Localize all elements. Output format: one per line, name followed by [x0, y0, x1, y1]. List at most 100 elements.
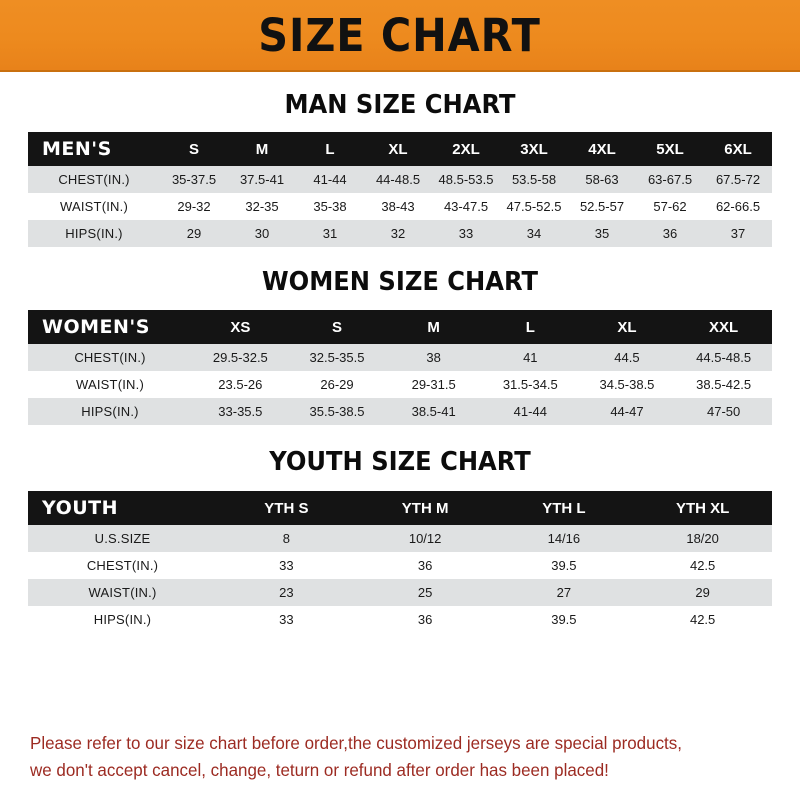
women-chest-0: 29.5-32.5 [192, 344, 289, 371]
man-chest-2: 41-44 [296, 166, 364, 193]
man-chest-0: 35-37.5 [160, 166, 228, 193]
women-chest-1: 32.5-35.5 [288, 344, 386, 371]
table-row: CHEST(IN.) 35-37.5 37.5-41 41-44 44-48.5… [28, 166, 772, 193]
table-row: WAIST(IN.) 23.5-26 26-29 29-31.5 31.5-34… [28, 371, 772, 398]
women-header-row: WOMEN'S XS S M L XL XXL [28, 310, 772, 344]
table-row: WAIST(IN.) 23 25 27 29 [28, 579, 772, 606]
youth-hips-3: 42.5 [633, 606, 772, 633]
man-hips-8: 37 [704, 220, 772, 247]
women-header-label: WOMEN'S [28, 310, 192, 344]
women-waist-2: 29-31.5 [385, 371, 482, 398]
man-waist-8: 62-66.5 [704, 193, 772, 220]
man-row-label-hips: HIPS(IN.) [28, 220, 160, 247]
table-row: HIPS(IN.) 29 30 31 32 33 34 35 36 37 [28, 220, 772, 247]
section-title-youth: YOUTH SIZE CHART [269, 447, 531, 477]
youth-header-row: YOUTH YTH S YTH M YTH L YTH XL [28, 491, 772, 525]
man-size-col-7: 5XL [636, 132, 704, 166]
women-size-col-5: XXL [675, 310, 772, 344]
youth-chest-1: 36 [355, 552, 495, 579]
youth-waist-0: 23 [217, 579, 356, 606]
youth-table-wrapper: YOUTH YTH S YTH M YTH L YTH XL U.S.SIZE … [28, 491, 772, 633]
youth-waist-1: 25 [355, 579, 495, 606]
women-hips-1: 35.5-38.5 [288, 398, 386, 425]
youth-ussize-2: 14/16 [494, 525, 634, 552]
women-waist-4: 34.5-38.5 [578, 371, 676, 398]
women-row-label-chest: CHEST(IN.) [28, 344, 192, 371]
table-row: CHEST(IN.) 33 36 39.5 42.5 [28, 552, 772, 579]
youth-chest-3: 42.5 [633, 552, 772, 579]
man-row-label-chest: CHEST(IN.) [28, 166, 160, 193]
women-size-col-0: XS [192, 310, 289, 344]
women-row-label-hips: HIPS(IN.) [28, 398, 192, 425]
man-table-wrapper: MEN'S S M L XL 2XL 3XL 4XL 5XL 6XL CHEST… [28, 132, 772, 247]
order-policy-note: Please refer to our size chart before or… [30, 730, 756, 784]
man-chest-4: 48.5-53.5 [432, 166, 500, 193]
women-size-table: WOMEN'S XS S M L XL XXL CHEST(IN.) 29.5-… [28, 310, 772, 425]
women-table-wrapper: WOMEN'S XS S M L XL XXL CHEST(IN.) 29.5-… [28, 310, 772, 425]
man-waist-0: 29-32 [160, 193, 228, 220]
youth-row-label-waist: WAIST(IN.) [28, 579, 217, 606]
women-waist-0: 23.5-26 [192, 371, 289, 398]
man-waist-5: 47.5-52.5 [500, 193, 568, 220]
women-waist-1: 26-29 [288, 371, 386, 398]
man-size-col-2: L [296, 132, 364, 166]
section-title-women: WOMEN SIZE CHART [261, 267, 539, 297]
order-policy-note-line-2: we don't accept cancel, change, teturn o… [30, 759, 609, 780]
youth-table-body: YOUTH YTH S YTH M YTH L YTH XL U.S.SIZE … [28, 491, 772, 633]
table-row: CHEST(IN.) 29.5-32.5 32.5-35.5 38 41 44.… [28, 344, 772, 371]
women-chest-2: 38 [385, 344, 482, 371]
man-waist-3: 38-43 [364, 193, 432, 220]
man-row-label-waist: WAIST(IN.) [28, 193, 160, 220]
order-policy-note-line-1: Please refer to our size chart before or… [30, 732, 682, 753]
women-chest-4: 44.5 [578, 344, 676, 371]
man-waist-7: 57-62 [636, 193, 704, 220]
women-size-col-2: M [385, 310, 482, 344]
man-hips-3: 32 [364, 220, 432, 247]
man-header-label: MEN'S [28, 132, 160, 166]
table-row: U.S.SIZE 8 10/12 14/16 18/20 [28, 525, 772, 552]
man-hips-6: 35 [568, 220, 636, 247]
man-header-row: MEN'S S M L XL 2XL 3XL 4XL 5XL 6XL [28, 132, 772, 166]
youth-ussize-3: 18/20 [633, 525, 772, 552]
women-hips-2: 38.5-41 [385, 398, 482, 425]
youth-row-label-hips: HIPS(IN.) [28, 606, 217, 633]
man-waist-1: 32-35 [228, 193, 296, 220]
youth-chest-2: 39.5 [494, 552, 634, 579]
man-hips-0: 29 [160, 220, 228, 247]
man-chest-3: 44-48.5 [364, 166, 432, 193]
youth-header-label: YOUTH [28, 491, 217, 525]
man-chest-6: 58-63 [568, 166, 636, 193]
man-hips-4: 33 [432, 220, 500, 247]
women-waist-5: 38.5-42.5 [675, 371, 772, 398]
women-row-label-waist: WAIST(IN.) [28, 371, 192, 398]
page-banner: SIZE CHART [0, 0, 800, 72]
youth-chest-0: 33 [217, 552, 356, 579]
youth-waist-3: 29 [633, 579, 772, 606]
women-chest-3: 41 [481, 344, 579, 371]
women-chest-5: 44.5-48.5 [675, 344, 772, 371]
women-hips-5: 47-50 [675, 398, 772, 425]
youth-hips-0: 33 [217, 606, 356, 633]
women-size-col-4: XL [578, 310, 676, 344]
youth-row-label-chest: CHEST(IN.) [28, 552, 217, 579]
youth-size-col-1: YTH M [355, 491, 495, 525]
man-waist-4: 43-47.5 [432, 193, 500, 220]
man-waist-6: 52.5-57 [568, 193, 636, 220]
youth-hips-1: 36 [355, 606, 495, 633]
man-size-col-8: 6XL [704, 132, 772, 166]
man-size-col-3: XL [364, 132, 432, 166]
women-size-col-3: L [481, 310, 579, 344]
women-table-body: WOMEN'S XS S M L XL XXL CHEST(IN.) 29.5-… [28, 310, 772, 425]
man-chest-5: 53.5-58 [500, 166, 568, 193]
section-title-man: MAN SIZE CHART [284, 90, 516, 120]
youth-ussize-1: 10/12 [355, 525, 495, 552]
youth-size-col-3: YTH XL [633, 491, 772, 525]
man-chest-7: 63-67.5 [636, 166, 704, 193]
man-chest-1: 37.5-41 [228, 166, 296, 193]
man-size-col-5: 3XL [500, 132, 568, 166]
man-hips-2: 31 [296, 220, 364, 247]
youth-size-col-2: YTH L [494, 491, 634, 525]
man-waist-2: 35-38 [296, 193, 364, 220]
man-size-table: MEN'S S M L XL 2XL 3XL 4XL 5XL 6XL CHEST… [28, 132, 772, 247]
man-hips-5: 34 [500, 220, 568, 247]
